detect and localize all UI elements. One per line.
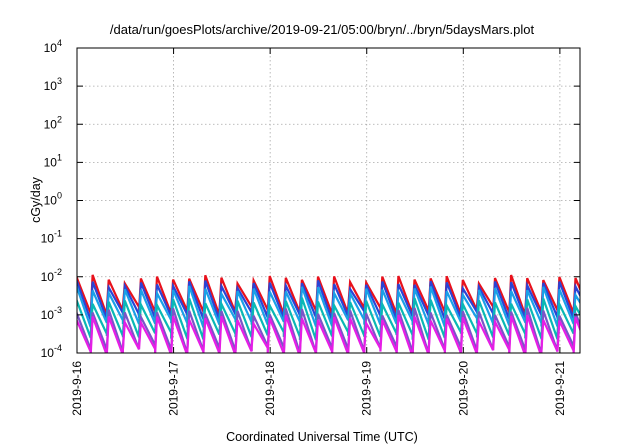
chart-title: /data/run/goesPlots/archive/2019-09-21/0… [110,22,535,37]
x-tick-label: 2019-9-20 [456,361,470,416]
y-axis: 10-4 10-3 10-2 10-1 100 101 102 103 104 [41,38,580,360]
y-tick-label: 10-2 [41,267,62,284]
y-tick-label: 102 [44,114,62,131]
x-tick-label: 2019-9-21 [553,361,567,416]
y-tick-label: 10-1 [41,229,62,246]
y-tick-label: 101 [44,152,62,169]
y-tick-label: 100 [44,191,62,208]
y-tick-label: 104 [44,38,62,55]
x-tick-label: 2019-9-17 [167,361,181,416]
y-tick-label: 10-3 [41,305,62,322]
series-line [77,314,580,353]
x-axis: 2019-9-16 2019-9-17 2019-9-18 2019-9-19 2019… [70,48,567,416]
x-tick-label: 2019-9-18 [263,361,277,416]
y-tick-label: 103 [44,76,62,93]
y-axis-label: cGy/day [29,176,43,223]
x-tick-label: 2019-9-19 [360,361,374,416]
y-tick-label: 10-4 [41,343,62,360]
x-tick-label: 2019-9-16 [70,361,84,416]
series-line [77,285,580,328]
x-axis-label: Coordinated Universal Time (UTC) [226,430,418,444]
plot-area [77,274,580,353]
